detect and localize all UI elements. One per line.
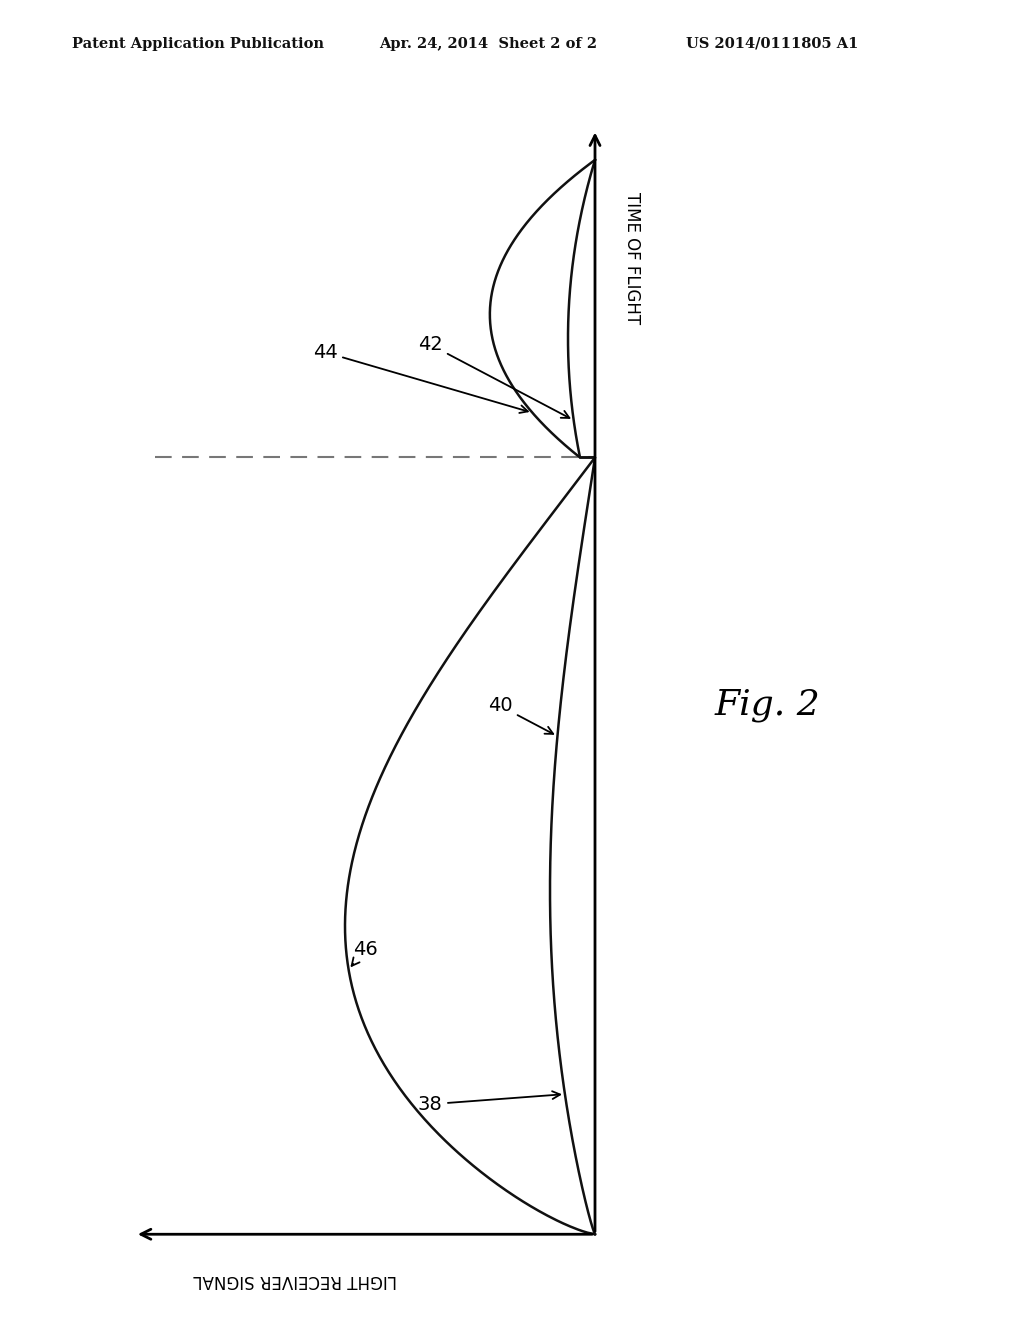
Text: TIME OF FLIGHT: TIME OF FLIGHT: [623, 193, 641, 325]
Text: Patent Application Publication: Patent Application Publication: [72, 37, 324, 50]
Text: US 2014/0111805 A1: US 2014/0111805 A1: [686, 37, 858, 50]
Text: Fig. 2: Fig. 2: [715, 688, 821, 722]
Text: 46: 46: [351, 940, 378, 966]
Text: LIGHT RECEIVER SIGNAL: LIGHT RECEIVER SIGNAL: [194, 1271, 397, 1288]
Text: 40: 40: [487, 697, 553, 734]
Text: Apr. 24, 2014  Sheet 2 of 2: Apr. 24, 2014 Sheet 2 of 2: [379, 37, 597, 50]
Text: 38: 38: [418, 1092, 560, 1114]
Text: 42: 42: [418, 335, 569, 418]
Text: 44: 44: [312, 343, 527, 413]
